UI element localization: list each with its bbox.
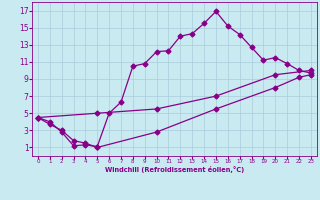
X-axis label: Windchill (Refroidissement éolien,°C): Windchill (Refroidissement éolien,°C) xyxy=(105,166,244,173)
